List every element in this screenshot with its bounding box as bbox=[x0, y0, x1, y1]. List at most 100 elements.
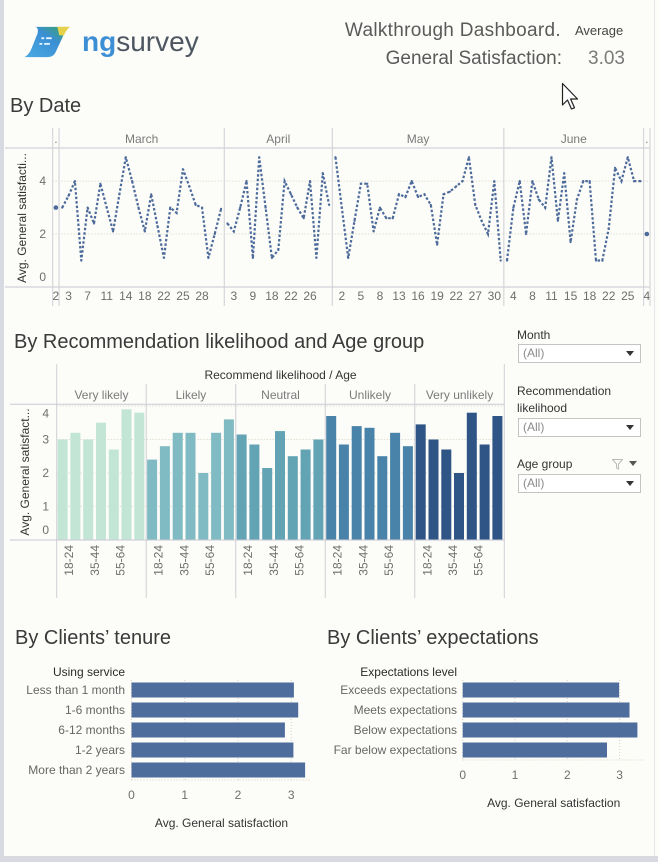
data-point bbox=[575, 198, 579, 201]
data-point bbox=[613, 166, 617, 169]
expectations-bar-chart: Expectations level 0 1 2 3 Exceeds expectatio… bbox=[334, 665, 645, 810]
data-point bbox=[277, 248, 280, 252]
data-point bbox=[137, 206, 140, 209]
bar bbox=[57, 439, 68, 540]
filter-recommendation-label: Recommendation likelihood bbox=[517, 384, 612, 415]
bar bbox=[249, 444, 260, 540]
category-label: More than 2 years bbox=[28, 763, 125, 777]
bar bbox=[159, 446, 170, 540]
data-point bbox=[569, 240, 572, 244]
bar bbox=[462, 742, 607, 758]
month-filter-dropdown[interactable]: (All) bbox=[518, 344, 641, 363]
data-point bbox=[372, 230, 375, 233]
age-group-filter-value: (All) bbox=[523, 476, 545, 490]
category-label: Far below expectations bbox=[334, 743, 457, 757]
data-point bbox=[455, 185, 458, 188]
age-tick-label: 18-24 bbox=[62, 545, 76, 576]
data-point bbox=[92, 222, 96, 225]
x-tick-label: 4 bbox=[643, 289, 650, 303]
bar bbox=[211, 432, 222, 540]
bar bbox=[454, 473, 464, 540]
data-point bbox=[644, 231, 650, 237]
data-point bbox=[131, 179, 134, 183]
age-tick-label: 35-44 bbox=[356, 545, 370, 576]
data-point bbox=[143, 230, 146, 233]
funnel-icon[interactable] bbox=[611, 457, 624, 470]
group-label: Unlikely bbox=[349, 388, 391, 402]
data-point bbox=[226, 222, 229, 225]
recommendation-filter-dropdown[interactable]: (All) bbox=[518, 418, 641, 437]
bar bbox=[275, 431, 285, 540]
bar bbox=[466, 412, 477, 540]
data-point bbox=[353, 219, 356, 222]
metric-value: 3.03 bbox=[588, 48, 625, 69]
by-date-title: By Date bbox=[10, 95, 82, 117]
month-header: March bbox=[125, 132, 158, 146]
bar bbox=[462, 682, 620, 698]
data-point bbox=[429, 203, 432, 207]
data-point bbox=[563, 172, 566, 175]
y-axis-title: Avg. General satisfacti... bbox=[15, 153, 29, 283]
y-tick-label: 4 bbox=[42, 406, 49, 420]
group-label: Likely bbox=[176, 388, 207, 402]
bar bbox=[131, 722, 285, 738]
data-point bbox=[366, 182, 369, 185]
data-point bbox=[340, 206, 343, 209]
bar bbox=[415, 424, 426, 540]
data-point bbox=[232, 230, 235, 233]
data-point bbox=[308, 179, 312, 183]
data-point bbox=[283, 179, 286, 183]
data-point bbox=[397, 193, 401, 196]
group-label: Neutral bbox=[261, 388, 300, 402]
data-point bbox=[245, 179, 248, 183]
data-point bbox=[200, 206, 204, 209]
age-tick-label: 18-24 bbox=[420, 545, 434, 576]
data-point bbox=[328, 203, 331, 207]
data-point bbox=[150, 193, 153, 196]
x-tick-label: 18 bbox=[138, 289, 152, 303]
caret-down-icon bbox=[626, 425, 634, 430]
data-point bbox=[321, 172, 324, 175]
data-point bbox=[474, 203, 477, 207]
bar bbox=[134, 412, 145, 540]
data-point bbox=[73, 179, 77, 183]
by-tenure-title: By Clients’ tenure bbox=[15, 627, 171, 649]
data-point bbox=[162, 256, 165, 259]
age-tick-label: 55-64 bbox=[382, 545, 396, 576]
frame-bottom-border bbox=[0, 856, 658, 862]
group-label: Very unlikely bbox=[426, 388, 493, 402]
filter-menu-caret-icon[interactable] bbox=[629, 461, 637, 466]
x-tick-label: 1 bbox=[512, 768, 519, 782]
data-point bbox=[436, 243, 439, 246]
data-point bbox=[626, 156, 629, 159]
data-point bbox=[512, 206, 515, 209]
series-line bbox=[61, 157, 223, 261]
category-label: Meets expectations bbox=[354, 703, 457, 717]
caret-down-icon bbox=[626, 351, 634, 356]
metric-label: General Satisfaction: bbox=[385, 48, 562, 69]
data-point bbox=[258, 156, 261, 159]
data-point bbox=[499, 259, 502, 262]
data-point bbox=[448, 190, 451, 193]
data-point bbox=[385, 217, 388, 220]
age-tick-label: 55-64 bbox=[203, 545, 217, 576]
frame-right-border bbox=[654, 0, 655, 856]
x-tick-label: 9 bbox=[250, 289, 257, 303]
category-label: 1-2 years bbox=[75, 743, 125, 757]
y-tick-label: 3 bbox=[42, 432, 49, 446]
bar bbox=[83, 439, 94, 540]
age-group-filter-dropdown[interactable]: (All) bbox=[518, 474, 641, 493]
category-label: 1-6 months bbox=[65, 703, 125, 717]
bar bbox=[121, 409, 132, 540]
data-point bbox=[219, 207, 223, 210]
x-tick-label: 11 bbox=[545, 289, 558, 303]
by-expectations-title: By Clients’ expectations bbox=[327, 627, 539, 649]
age-tick-label: 55-64 bbox=[292, 545, 306, 576]
data-point bbox=[239, 206, 242, 209]
month-header: . bbox=[645, 132, 648, 146]
x-tick-label: 0 bbox=[128, 788, 135, 802]
bar bbox=[108, 449, 119, 540]
data-point bbox=[537, 198, 540, 201]
bar bbox=[479, 444, 490, 540]
